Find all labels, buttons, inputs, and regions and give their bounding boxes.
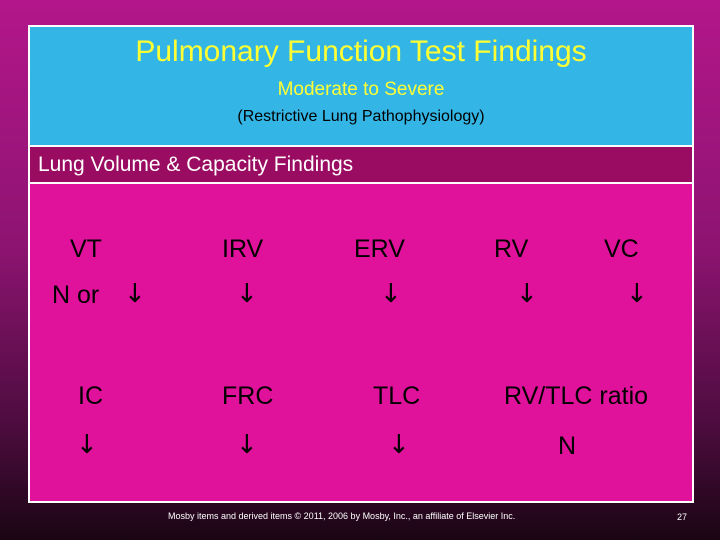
slide-subtitle: Moderate to Severe bbox=[277, 79, 445, 100]
slide-subtitle-secondary: (Restrictive Lung Pathophysiology) bbox=[237, 108, 485, 125]
label-vt: VT bbox=[70, 235, 102, 263]
label-vc: VC bbox=[604, 235, 639, 263]
label-tlc: TLC bbox=[373, 382, 421, 410]
label-erv: ERV bbox=[354, 235, 405, 263]
finding-rv-tlc-ratio: N bbox=[558, 432, 577, 460]
section-band: Lung Volume & Capacity Findings bbox=[30, 147, 692, 184]
down-arrow-icon: ↓ bbox=[380, 279, 402, 309]
down-arrow-icon: ↓ bbox=[124, 279, 146, 309]
down-arrow-icon: ↓ bbox=[516, 279, 538, 309]
slide-header: Pulmonary Function Test Findings Moderat… bbox=[30, 27, 692, 147]
label-rv: RV bbox=[494, 235, 529, 263]
down-arrow-icon: ↓ bbox=[626, 279, 648, 309]
finding-vt-text: N or bbox=[52, 281, 100, 309]
page-number: 27 bbox=[677, 512, 688, 522]
section-label: Lung Volume & Capacity Findings bbox=[38, 153, 354, 176]
slide-title: Pulmonary Function Test Findings bbox=[135, 35, 587, 68]
label-ic: IC bbox=[78, 382, 103, 410]
label-rv-tlc-ratio: RV/TLC ratio bbox=[504, 382, 649, 410]
label-irv: IRV bbox=[222, 235, 264, 263]
copyright-text: Mosby items and derived items © 2011, 20… bbox=[168, 511, 516, 521]
down-arrow-icon: ↓ bbox=[236, 430, 258, 460]
slide-frame: Pulmonary Function Test Findings Moderat… bbox=[28, 25, 694, 503]
label-frc: FRC bbox=[222, 382, 274, 410]
down-arrow-icon: ↓ bbox=[76, 430, 98, 460]
down-arrow-icon: ↓ bbox=[388, 430, 410, 460]
down-arrow-icon: ↓ bbox=[236, 279, 258, 309]
